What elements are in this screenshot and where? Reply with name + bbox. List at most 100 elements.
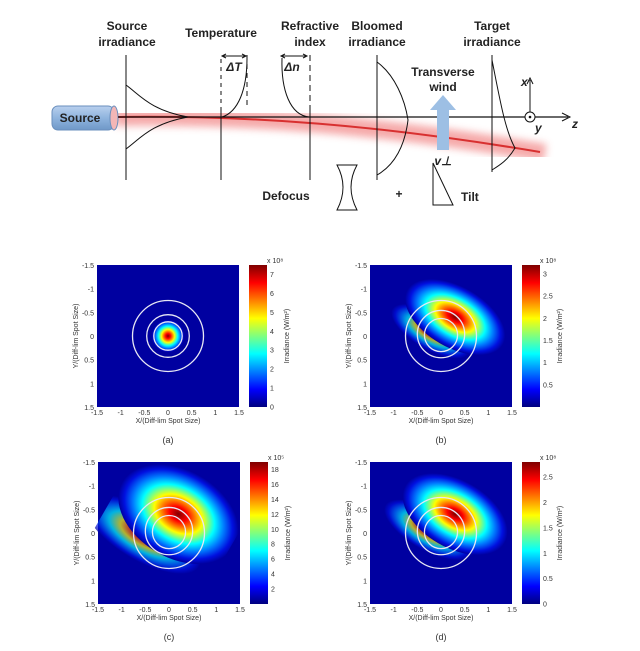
refractive-index-label-2: index — [294, 35, 326, 49]
colorbar-tick: 0.5 — [543, 382, 553, 389]
x-tick: -1.5 — [364, 607, 376, 614]
y-tick: -0.5 — [82, 310, 94, 317]
colorbar-tick: 3 — [270, 348, 274, 355]
heatmap-panel-d: -1.5 -1 -0.5 0 0.5 1 1.5-1.5-1-0.500.511.5X/(D… — [346, 455, 564, 642]
y-tick: 0 — [91, 531, 95, 538]
source-gaussian — [125, 84, 189, 150]
beam-propagation-diagram: Source Source irradiance ΔT Temperature … — [51, 19, 578, 211]
x-tick: 0.5 — [187, 410, 197, 417]
colorbar — [249, 265, 267, 407]
colorbar-tick: 1.5 — [543, 338, 553, 345]
x-tick: 1.5 — [507, 410, 517, 417]
panel-caption: (b) — [436, 435, 447, 445]
ring-1 — [146, 314, 190, 358]
heatmap-panel-b: -1.5 -1 -0.5 0 0.5 1 1.5-1.5-1-0.500.511.5X/(D… — [346, 258, 564, 445]
ring-0 — [423, 514, 459, 550]
colorbar-tick: 5 — [270, 310, 274, 317]
x-tick: -1 — [391, 607, 397, 614]
x-tick: 1 — [486, 607, 490, 614]
axis-x-label: x — [520, 75, 529, 89]
tilt-prism-icon — [432, 162, 454, 206]
colorbar-tick: 2 — [543, 500, 547, 507]
colorbar-tick: 1 — [543, 360, 547, 367]
x-tick: -1.5 — [92, 607, 104, 614]
colorbar-label: Irradiance (W/m²) — [284, 309, 291, 363]
colorbar-exponent: x 10⁸ — [540, 258, 556, 265]
colorbar-tick: 3 — [543, 271, 547, 278]
ring-1 — [416, 309, 466, 359]
y-tick: 0 — [363, 334, 367, 341]
x-tick: -1.5 — [91, 410, 103, 417]
y-tick: -0.5 — [355, 310, 367, 317]
x-tick: 1.5 — [234, 410, 244, 417]
colorbar-tick: 0 — [543, 602, 547, 609]
ring-2 — [131, 299, 205, 373]
x-tick: -0.5 — [411, 410, 423, 417]
coordinate-axes-icon: x y z — [520, 75, 578, 135]
y-tick: 1 — [90, 381, 94, 388]
heatmap-tail — [384, 499, 473, 561]
y-tick: -1 — [361, 484, 367, 491]
y-tick: 0.5 — [84, 358, 94, 365]
temperature-label: Temperature — [185, 26, 257, 40]
x-tick: -1.5 — [364, 410, 376, 417]
colorbar-tick: 2 — [270, 367, 274, 374]
delta-n-label: Δn — [283, 60, 299, 74]
y-tick: 0 — [90, 334, 94, 341]
y-tick: 1.5 — [85, 602, 95, 609]
y-axis-label: Y/(Diff-lim Spot Size) — [346, 304, 353, 369]
y-tick: -1.5 — [82, 263, 94, 270]
source-label: Source — [60, 111, 101, 125]
x-tick: 0.5 — [460, 607, 470, 614]
colorbar-tick: 2 — [271, 587, 275, 594]
source-cylinder: Source — [51, 105, 119, 131]
colorbar-tick: 12 — [271, 512, 279, 519]
heatmap-peak — [405, 279, 506, 356]
x-tick: 0 — [439, 410, 443, 417]
y-tick: -1.5 — [355, 263, 367, 270]
target-gaussian — [491, 59, 516, 171]
colorbar-tick: 1 — [270, 386, 274, 393]
y-tick: 1 — [363, 381, 367, 388]
x-axis-label: X/(Diff-lim Spot Size) — [409, 615, 474, 622]
colorbar-tick: 10 — [271, 527, 279, 534]
x-tick: -1 — [391, 410, 397, 417]
x-axis-label: X/(Diff-lim Spot Size) — [409, 418, 474, 425]
x-tick: 1.5 — [507, 607, 517, 614]
x-tick: 0.5 — [188, 607, 198, 614]
colorbar-tick: 2.5 — [543, 475, 553, 482]
panel-caption: (c) — [164, 632, 175, 642]
heatmap-peak — [118, 464, 239, 564]
x-tick: -0.5 — [138, 410, 150, 417]
x-tick: -0.5 — [411, 607, 423, 614]
y-tick: 0.5 — [357, 555, 367, 562]
x-axis-label: X/(Diff-lim Spot Size) — [136, 418, 201, 425]
x-tick: 0 — [167, 607, 171, 614]
y-tick: -1.5 — [83, 460, 95, 467]
y-tick: 1.5 — [357, 405, 367, 412]
bloomed-gaussian — [376, 61, 409, 176]
y-tick: -1.5 — [355, 460, 367, 467]
ring-0 — [151, 514, 187, 550]
colorbar-tick: 7 — [270, 272, 274, 279]
colorbar-label: Irradiance (W/m²) — [557, 309, 564, 363]
colorbar-tick: 8 — [271, 542, 275, 549]
colorbar-exponent: x 10⁵ — [268, 455, 284, 462]
x-axis-label: X/(Diff-lim Spot Size) — [137, 615, 202, 622]
source-irradiance-label-2: irradiance — [98, 35, 156, 49]
heatmap-tail — [391, 303, 471, 359]
colorbar-exponent: x 10⁸ — [540, 455, 556, 462]
heatmap-panel-a: -1.5 -1 -0.5 0 0.5 1 1.5-1.5-1-0.500.511.5X/(D… — [73, 258, 291, 445]
y-tick: 0.5 — [85, 555, 95, 562]
heatmap-peak — [151, 319, 185, 353]
transverse-wind-label: Transverse — [411, 65, 475, 79]
temperature-profile — [221, 57, 248, 118]
y-tick: -1 — [88, 287, 94, 294]
colorbar-tick: 18 — [271, 467, 279, 474]
ring-0 — [153, 321, 183, 351]
heatmap-tail — [86, 495, 201, 574]
colorbar-tick: 4 — [271, 572, 275, 579]
x-tick: -1 — [119, 607, 125, 614]
x-tick: -1 — [118, 410, 124, 417]
ring-2 — [404, 299, 478, 373]
